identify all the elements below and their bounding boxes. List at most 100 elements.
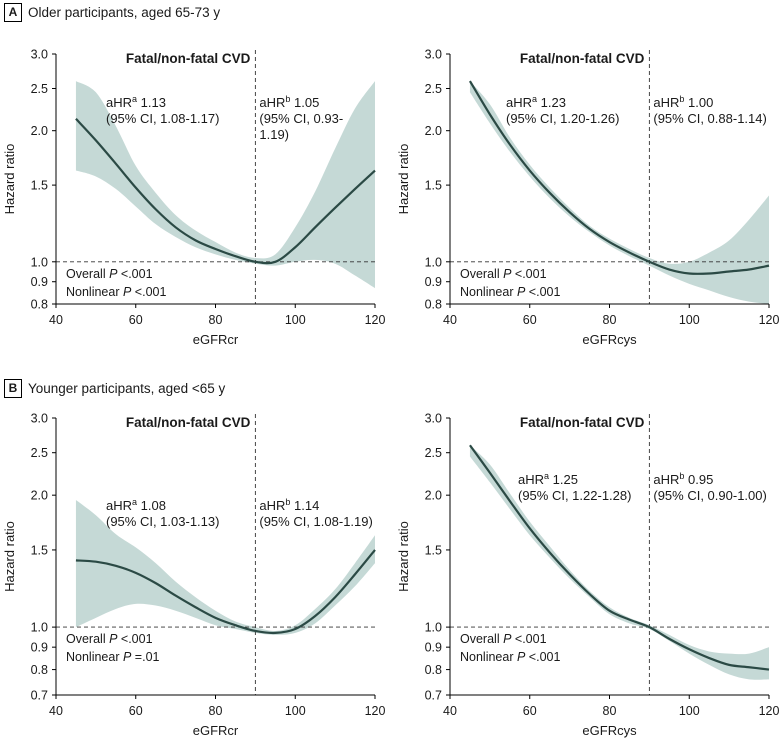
annotation-label: aHR [653, 95, 679, 110]
p-label: Nonlinear [460, 285, 517, 299]
section-header-b: B Younger participants, aged <65 y [4, 378, 225, 398]
y-tick-label: 3.0 [425, 412, 442, 426]
y-axis-label: Hazard ratio [2, 521, 17, 592]
y-tick-label: 0.8 [31, 663, 48, 677]
x-axis-label: eGFRcr [193, 332, 239, 347]
nonlinear-p-value: Nonlinear P <.001 [460, 285, 560, 299]
x-tick-label: 60 [523, 704, 537, 718]
x-tick-label: 60 [129, 313, 143, 327]
annotation-ci: (95% CI, 1.03-1.13) [106, 514, 219, 529]
p-label: Overall [460, 267, 503, 281]
y-tick-label: 2.5 [425, 82, 442, 96]
overall-p-value: Overall P <.001 [66, 632, 153, 646]
x-tick-label: 120 [759, 313, 780, 327]
x-tick-label: 40 [443, 313, 457, 327]
annotation-label: aHR [106, 95, 132, 110]
annotation-right: aHRb 1.00 [653, 94, 713, 110]
confidence-band [469, 81, 769, 304]
p-label: Nonlinear [66, 650, 123, 664]
x-tick-label: 40 [443, 704, 457, 718]
p-value: <.001 [525, 650, 560, 664]
annotation-value: 0.95 [684, 472, 713, 487]
p-symbol: P [109, 267, 118, 281]
annotation-label: aHR [518, 472, 544, 487]
annotation-superscript: a [132, 497, 137, 507]
annotation-right: aHRb 1.05 [259, 94, 319, 110]
p-value: <.001 [117, 632, 152, 646]
x-axis-label: eGFRcys [582, 723, 637, 738]
nonlinear-p-value: Nonlinear P <.001 [460, 650, 560, 664]
annotation-superscript: b [679, 94, 684, 104]
annotation-left: aHRa 1.08 [106, 497, 166, 513]
x-tick-label: 100 [285, 704, 306, 718]
y-tick-label: 3.0 [31, 48, 48, 62]
y-tick-label: 1.0 [425, 621, 442, 635]
annotation-value: 1.14 [290, 498, 319, 513]
y-tick-label: 1.5 [425, 543, 442, 557]
y-tick-label: 0.8 [425, 663, 442, 677]
y-tick-label: 2.0 [31, 489, 48, 503]
y-tick-label: 2.5 [31, 82, 48, 96]
p-symbol: P [503, 632, 512, 646]
section-title: Older participants, aged 65-73 y [28, 4, 221, 20]
annotation-ci-continued: 1.19) [259, 127, 289, 142]
x-tick-label: 100 [679, 313, 700, 327]
y-tick-label: 2.0 [425, 124, 442, 138]
y-tick-label: 0.9 [425, 641, 442, 655]
y-tick-label: 1.5 [425, 179, 442, 193]
annotation-value: 1.05 [290, 95, 319, 110]
p-value: <.001 [131, 285, 166, 299]
panel-title: Fatal/non-fatal CVD [520, 51, 645, 66]
annotation-superscript: b [285, 94, 290, 104]
x-tick-label: 80 [209, 704, 223, 718]
p-label: Overall [66, 632, 109, 646]
p-symbol: P [109, 632, 118, 646]
y-tick-label: 3.0 [31, 412, 48, 426]
annotation-label: aHR [653, 472, 679, 487]
y-tick-label: 0.7 [31, 689, 48, 703]
hazard-ratio-curve [75, 549, 376, 635]
chart-panel-a-egfrcr: 0.8 0.9 1.0 1.5 2.0 2.5 3.0 40 60 80 100 120 eGFRcr H… [2, 48, 385, 348]
annotation-ci: (95% CI, 0.93- [259, 111, 343, 126]
annotation-ci: (95% CI, 1.08-1.19) [259, 514, 372, 529]
p-value: <.001 [117, 267, 152, 281]
annotation-superscript: a [532, 94, 537, 104]
y-axis-label: Hazard ratio [396, 521, 411, 592]
nonlinear-p-value: Nonlinear P <.001 [66, 285, 166, 299]
annotation-value: 1.13 [137, 95, 166, 110]
y-tick-label: 0.8 [31, 298, 48, 312]
annotation-value: 1.25 [549, 472, 578, 487]
section-header-a: A Older participants, aged 65-73 y [4, 2, 220, 22]
x-tick-label: 100 [679, 704, 700, 718]
p-value: =.01 [131, 650, 159, 664]
annotation-left: aHRa 1.13 [106, 94, 166, 110]
y-tick-label: 2.5 [31, 446, 48, 460]
panel-title: Fatal/non-fatal CVD [520, 415, 645, 430]
y-tick-label: 0.8 [425, 298, 442, 312]
annotation-superscript: b [285, 497, 290, 507]
chart-panel-b-egfrcr: 0.7 0.8 0.9 1.0 1.5 2.0 2.5 3.0 40 60 80 100 120 eGFR… [2, 412, 385, 739]
chart-panel-b-egfrcys: 0.7 0.8 0.9 1.0 1.5 2.0 2.5 3.0 40 60 80 100 120 eGFR… [396, 412, 779, 739]
annotation-left: aHRa 1.25 [518, 471, 578, 487]
annotation-ci: (95% CI, 0.90-1.00) [653, 488, 766, 503]
x-tick-label: 40 [49, 313, 63, 327]
hazard-ratio-curve [75, 118, 376, 265]
annotation-superscript: a [132, 94, 137, 104]
p-label: Nonlinear [66, 285, 123, 299]
x-tick-label: 40 [49, 704, 63, 718]
annotation-label: aHR [259, 498, 285, 513]
x-tick-label: 60 [523, 313, 537, 327]
annotation-ci: (95% CI, 1.22-1.28) [518, 488, 631, 503]
annotation-ci: (95% CI, 1.20-1.26) [506, 111, 619, 126]
nonlinear-p-value: Nonlinear P =.01 [66, 650, 160, 664]
annotation-ci: (95% CI, 0.88-1.14) [653, 111, 766, 126]
p-value: <.001 [511, 632, 546, 646]
y-axis-label: Hazard ratio [2, 144, 17, 215]
annotation-value: 1.23 [537, 95, 566, 110]
y-tick-label: 3.0 [425, 48, 442, 62]
x-tick-label: 80 [603, 313, 617, 327]
x-tick-label: 100 [285, 313, 306, 327]
y-tick-label: 1.0 [425, 255, 442, 269]
confidence-band [469, 445, 769, 680]
p-symbol: P [517, 650, 526, 664]
